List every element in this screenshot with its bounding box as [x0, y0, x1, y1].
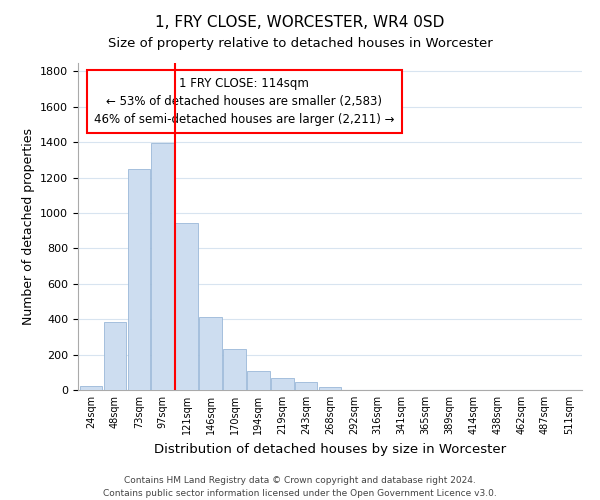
- Bar: [175, 222, 198, 390]
- Text: 1, FRY CLOSE, WORCESTER, WR4 0SD: 1, FRY CLOSE, WORCESTER, WR4 0SD: [155, 15, 445, 30]
- Y-axis label: Number of detached properties: Number of detached properties: [22, 128, 35, 325]
- X-axis label: Distribution of detached houses by size in Worcester: Distribution of detached houses by size …: [154, 442, 506, 456]
- Text: Size of property relative to detached houses in Worcester: Size of property relative to detached ho…: [107, 38, 493, 51]
- Bar: [247, 370, 269, 390]
- Text: 1 FRY CLOSE: 114sqm
← 53% of detached houses are smaller (2,583)
46% of semi-det: 1 FRY CLOSE: 114sqm ← 53% of detached ho…: [94, 77, 395, 126]
- Bar: [151, 143, 174, 390]
- Bar: [104, 322, 127, 390]
- Bar: [271, 378, 293, 390]
- Bar: [80, 386, 103, 390]
- Bar: [319, 388, 341, 390]
- Bar: [199, 318, 222, 390]
- Text: Contains HM Land Registry data © Crown copyright and database right 2024.
Contai: Contains HM Land Registry data © Crown c…: [103, 476, 497, 498]
- Bar: [295, 382, 317, 390]
- Bar: [223, 350, 246, 390]
- Bar: [128, 168, 150, 390]
